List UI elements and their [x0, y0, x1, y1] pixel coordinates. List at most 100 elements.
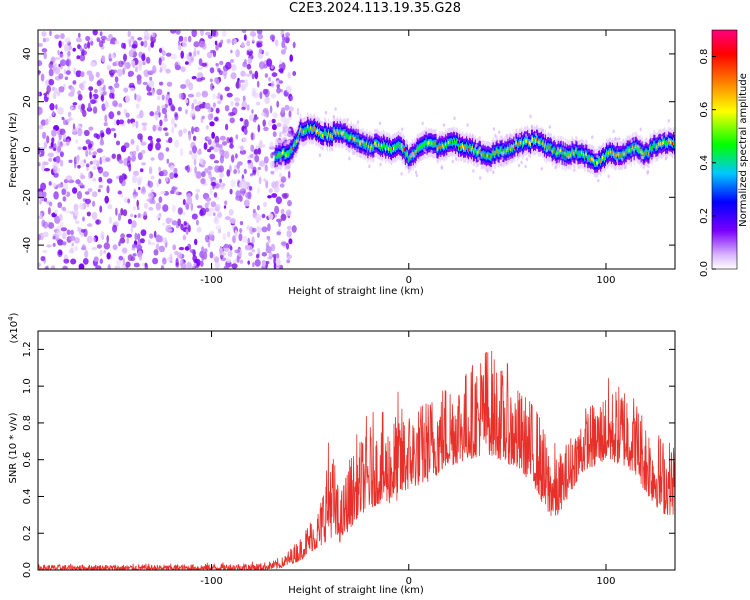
- track-core: [643, 153, 645, 157]
- noise-speckle: [268, 77, 271, 82]
- track-core: [480, 153, 482, 157]
- noise-speckle: [209, 230, 215, 236]
- track-core: [438, 145, 440, 149]
- track-core: [451, 140, 453, 144]
- noise-speckle: [291, 225, 297, 233]
- track-core: [536, 137, 538, 141]
- noise-speckle: [169, 253, 173, 260]
- noise-speckle: [149, 233, 154, 239]
- noise-speckle: [102, 171, 110, 178]
- noise-speckle: [128, 39, 132, 48]
- track-core: [387, 144, 389, 149]
- noise-speckle: [111, 153, 117, 159]
- track-core: [452, 141, 454, 145]
- track-core: [551, 150, 553, 154]
- noise-speckle: [159, 69, 162, 73]
- noise-speckle: [67, 50, 71, 57]
- noise-speckle: [77, 226, 80, 232]
- track-core: [627, 148, 629, 152]
- track-speckle: [296, 108, 300, 112]
- track-core: [376, 141, 378, 145]
- y-tick-label: 40: [22, 48, 33, 61]
- noise-speckle: [241, 30, 247, 34]
- noise-speckle: [252, 166, 257, 174]
- snr-x-axis-label: Height of straight line (km): [288, 585, 424, 596]
- noise-speckle: [226, 92, 233, 98]
- track-core: [282, 150, 284, 154]
- track-core: [418, 146, 420, 150]
- track-core: [468, 145, 471, 149]
- noise-speckle: [223, 243, 229, 249]
- noise-speckle: [46, 94, 50, 98]
- noise-speckle: [93, 256, 99, 263]
- noise-speckle: [285, 85, 292, 93]
- noise-speckle: [271, 124, 277, 131]
- noise-speckle: [193, 259, 199, 263]
- track-core: [585, 152, 587, 156]
- noise-speckle: [198, 103, 205, 109]
- track-core: [313, 127, 315, 131]
- noise-speckle: [103, 84, 106, 92]
- track-core: [493, 152, 495, 156]
- noise-speckle: [165, 147, 170, 152]
- track-speckle: [667, 119, 670, 123]
- track-core: [285, 153, 287, 157]
- noise-speckle: [211, 131, 216, 139]
- noise-speckle: [48, 157, 53, 162]
- noise-speckle: [117, 213, 122, 221]
- noise-speckle: [190, 202, 194, 212]
- noise-speckle: [110, 128, 116, 132]
- noise-speckle: [195, 91, 201, 98]
- noise-speckle: [184, 246, 190, 251]
- noise-speckle: [262, 119, 267, 127]
- noise-speckle: [205, 31, 211, 36]
- noise-speckle: [191, 30, 197, 38]
- track-core: [341, 132, 343, 136]
- noise-speckle: [48, 115, 52, 122]
- noise-speckle: [56, 229, 63, 237]
- track-core: [300, 127, 302, 131]
- noise-speckle: [118, 103, 123, 108]
- noise-speckle: [154, 111, 159, 115]
- track-core: [371, 144, 373, 148]
- noise-speckle: [82, 109, 87, 117]
- noise-speckle: [284, 118, 290, 125]
- noise-speckle: [162, 204, 169, 212]
- noise-speckle: [149, 242, 156, 246]
- noise-speckle: [180, 84, 187, 89]
- track-core: [511, 146, 513, 150]
- noise-speckle: [214, 261, 220, 269]
- noise-speckle: [75, 155, 80, 164]
- track-core: [513, 144, 515, 148]
- track-core: [322, 134, 324, 138]
- noise-speckle: [59, 141, 63, 148]
- noise-speckle: [64, 37, 71, 44]
- noise-speckle: [123, 174, 128, 180]
- noise-speckle: [106, 37, 111, 42]
- noise-speckle: [130, 225, 134, 234]
- track-core: [403, 148, 405, 152]
- track-core: [509, 145, 511, 149]
- track-core: [479, 149, 481, 153]
- noise-speckle: [188, 52, 192, 57]
- noise-speckle: [258, 48, 263, 54]
- noise-speckle: [263, 126, 269, 131]
- noise-speckle: [121, 42, 125, 49]
- noise-speckle: [206, 136, 212, 141]
- noise-speckle: [280, 176, 287, 183]
- noise-speckle: [252, 262, 255, 268]
- noise-speckle: [86, 223, 93, 227]
- noise-speckle: [109, 92, 114, 99]
- noise-speckle: [127, 118, 131, 124]
- track-speckle: [412, 154, 415, 158]
- noise-speckle: [257, 232, 260, 238]
- colorbar-tick-label: 0.4: [699, 155, 710, 171]
- noise-speckle: [276, 253, 280, 259]
- track-core: [408, 156, 410, 160]
- noise-speckle: [54, 209, 58, 215]
- noise-speckle: [39, 199, 42, 205]
- track-core: [612, 152, 615, 156]
- track-speckle: [440, 165, 443, 169]
- noise-speckle: [85, 139, 91, 145]
- noise-speckle: [212, 50, 217, 58]
